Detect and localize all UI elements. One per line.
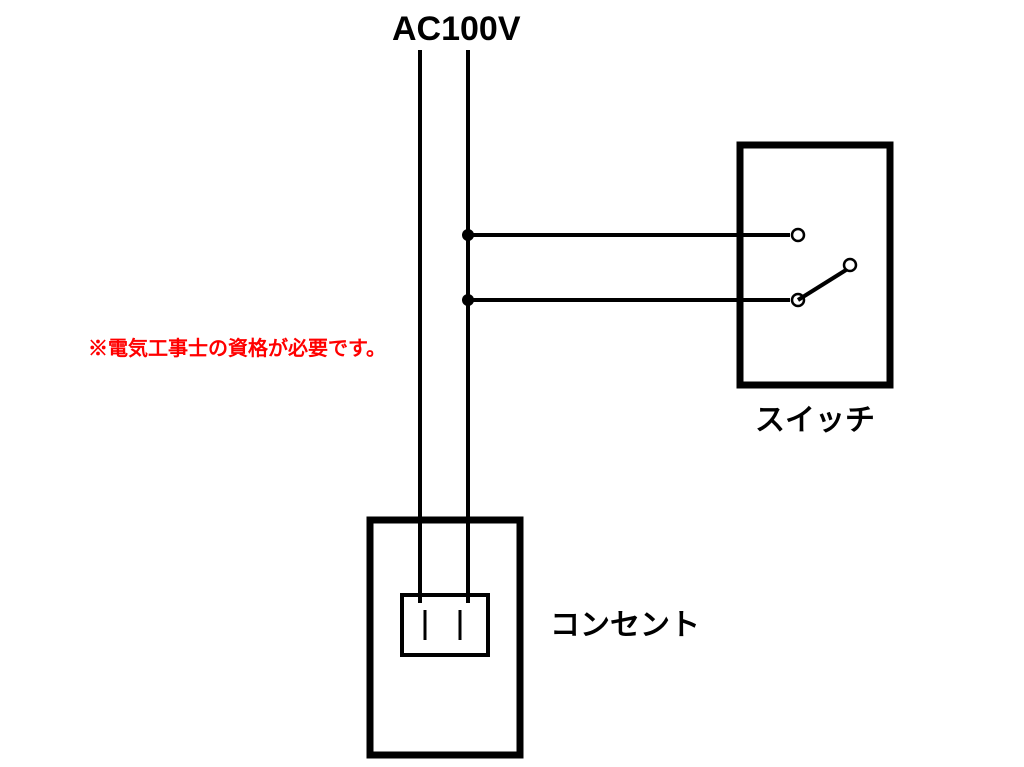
switch-label: スイッチ — [755, 404, 875, 437]
switch-term-c — [844, 259, 856, 271]
outlet-label: コンセント — [550, 609, 700, 642]
source-label: AC100V — [392, 10, 521, 48]
outlet-face — [402, 595, 488, 655]
switch-term-a — [792, 229, 804, 241]
switch-arm — [798, 270, 846, 300]
switch-box — [740, 145, 890, 385]
circuit-diagram: AC100V スイッチ コンセント ※電気工事士の資格が必要です。 — [0, 0, 1024, 767]
outlet-box — [370, 520, 520, 755]
warning-label: ※電気工事士の資格が必要です。 — [88, 336, 386, 360]
